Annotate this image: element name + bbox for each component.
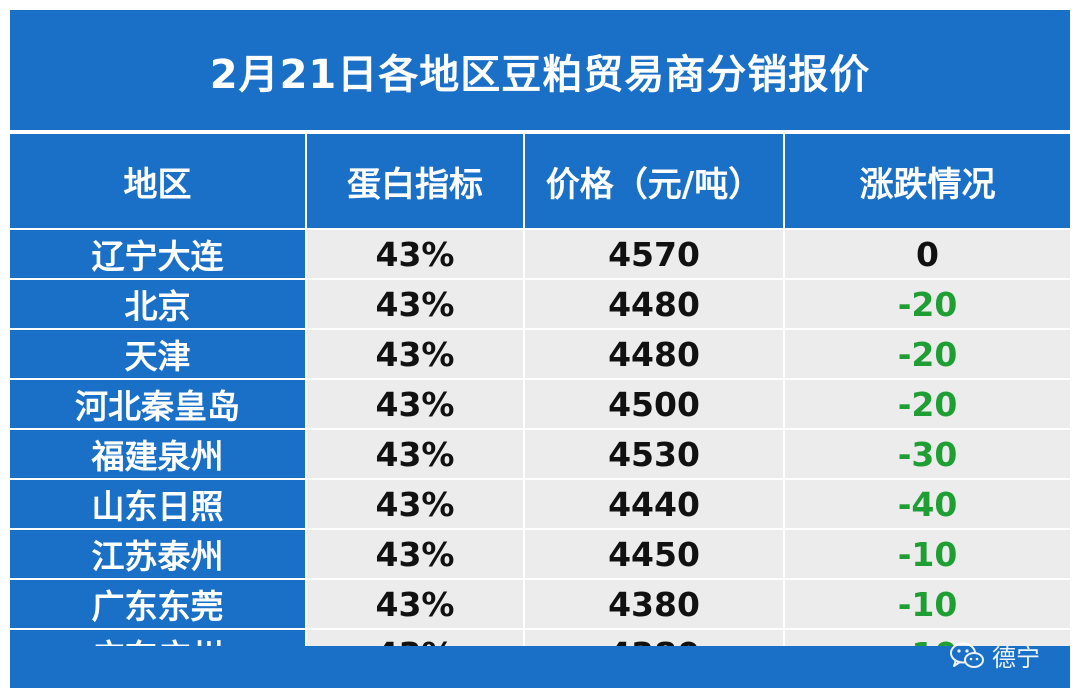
change-cell: -10 <box>783 578 1070 629</box>
change-cell: 0 <box>783 228 1070 279</box>
table-row: 广东东莞 43% 4380 -10 <box>10 578 1070 629</box>
title-divider <box>10 130 1070 134</box>
protein-cell: 43% <box>305 428 524 479</box>
price-cell: 4530 <box>523 428 784 479</box>
price-cell: 4380 <box>523 578 784 629</box>
price-table: 地区 蛋白指标 价格（元/吨） 涨跌情况 辽宁大连 43% 4570 0 北京 … <box>10 134 1070 678</box>
wechat-icon <box>950 642 984 668</box>
region-cell: 江苏泰州 <box>10 528 306 579</box>
header-price: 价格（元/吨） <box>523 134 784 229</box>
price-cell: 4480 <box>523 328 784 379</box>
watermark: 德宁 <box>950 638 1040 673</box>
price-cell: 4500 <box>523 378 784 429</box>
header-row: 地区 蛋白指标 价格（元/吨） 涨跌情况 <box>10 134 1070 229</box>
region-cell: 福建泉州 <box>10 428 306 479</box>
price-cell: 4570 <box>523 228 784 279</box>
protein-cell: 43% <box>305 478 524 529</box>
table-row: 山东日照 43% 4440 -40 <box>10 478 1070 529</box>
price-cell: 4440 <box>523 478 784 529</box>
price-cell: 4450 <box>523 528 784 579</box>
price-cell: 4480 <box>523 278 784 329</box>
change-cell: -40 <box>783 478 1070 529</box>
footer-band <box>10 646 1070 688</box>
change-cell: -20 <box>783 328 1070 379</box>
table-row: 辽宁大连 43% 4570 0 <box>10 228 1070 279</box>
protein-cell: 43% <box>305 578 524 629</box>
table-title: 2月21日各地区豆粕贸易商分销报价 <box>209 52 871 98</box>
protein-cell: 43% <box>305 328 524 379</box>
region-cell: 辽宁大连 <box>10 228 306 279</box>
change-cell: -20 <box>783 378 1070 429</box>
change-cell: -20 <box>783 278 1070 329</box>
protein-cell: 43% <box>305 528 524 579</box>
change-cell: -30 <box>783 428 1070 479</box>
region-cell: 山东日照 <box>10 478 306 529</box>
table-row: 江苏泰州 43% 4450 -10 <box>10 528 1070 579</box>
watermark-text: 德宁 <box>992 644 1040 672</box>
price-table-frame: 2月21日各地区豆粕贸易商分销报价 地区 蛋白指标 价格（元/吨） 涨跌情况 辽… <box>10 10 1070 688</box>
table-row: 天津 43% 4480 -20 <box>10 328 1070 379</box>
protein-cell: 43% <box>305 378 524 429</box>
table-row: 河北秦皇岛 43% 4500 -20 <box>10 378 1070 429</box>
protein-cell: 43% <box>305 228 524 279</box>
table-row: 福建泉州 43% 4530 -30 <box>10 428 1070 479</box>
region-cell: 天津 <box>10 328 306 379</box>
region-cell: 广东东莞 <box>10 578 306 629</box>
table-row: 北京 43% 4480 -20 <box>10 278 1070 329</box>
change-cell: -10 <box>783 528 1070 579</box>
region-cell: 北京 <box>10 278 306 329</box>
protein-cell: 43% <box>305 278 524 329</box>
region-cell: 河北秦皇岛 <box>10 378 306 429</box>
header-change: 涨跌情况 <box>783 134 1070 229</box>
header-region: 地区 <box>10 134 306 229</box>
header-protein: 蛋白指标 <box>305 134 524 229</box>
